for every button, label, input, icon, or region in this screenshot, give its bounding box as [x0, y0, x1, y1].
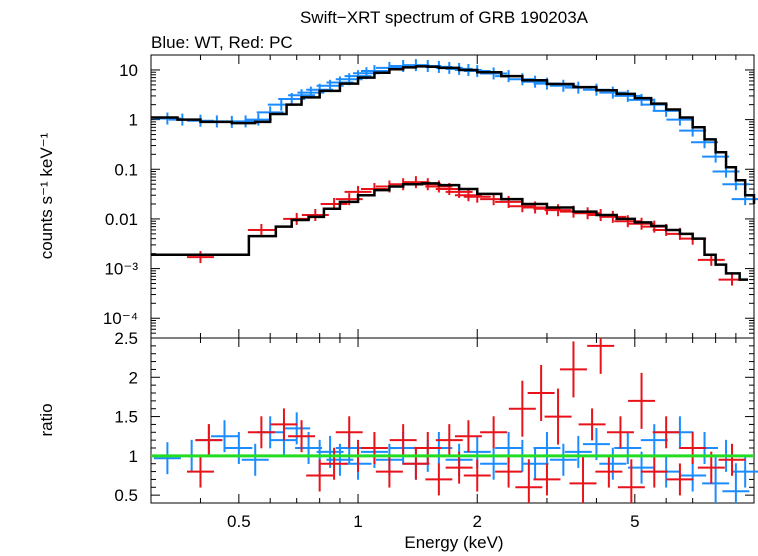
- data-point-pc: [414, 432, 442, 464]
- data-point-pc: [480, 416, 508, 449]
- chart-subtitle: Blue: WT, Red: PC: [151, 33, 293, 52]
- data-point-pc: [587, 338, 615, 374]
- data-point-pc: [389, 424, 417, 457]
- chart-title: Swift−XRT spectrum of GRB 190203A: [300, 8, 589, 27]
- data-point-wt: [599, 86, 627, 99]
- data-point-wt: [521, 75, 549, 88]
- data-point-wt: [640, 424, 668, 457]
- data-point-pc: [288, 420, 316, 453]
- data-point-wt: [521, 447, 549, 480]
- data-point-pc: [599, 210, 627, 223]
- data-point-pc: [515, 459, 543, 503]
- data-point-pc: [335, 416, 363, 449]
- model-line-pc-model: [151, 182, 749, 281]
- data-point-wt: [722, 463, 750, 503]
- x-tick-label: 5: [630, 512, 639, 531]
- data-point-wt: [533, 432, 561, 464]
- data-point-pc: [628, 372, 656, 429]
- spectrum-panel: 10 1 0.1 0.01 10⁻³ 10⁻⁴ counts s⁻¹ keV⁻¹: [37, 54, 758, 339]
- ratio-y-axis-label: ratio: [37, 403, 56, 436]
- ratio-panel-frame: [150, 337, 755, 504]
- x-tick-label: 2: [473, 512, 482, 531]
- data-point-wt: [614, 432, 642, 464]
- y-tick-label: 0.1: [114, 160, 138, 179]
- data-point-pc: [718, 443, 746, 476]
- data-point-pc: [375, 455, 403, 488]
- ratio-series: [151, 338, 758, 503]
- data-point-pc: [425, 463, 453, 496]
- data-point-pc: [652, 416, 680, 449]
- data-point-wt: [295, 432, 323, 464]
- y-tick-label: 10⁻³: [104, 260, 138, 279]
- data-point-pc: [679, 432, 707, 464]
- y-tick-label: 0.5: [114, 486, 138, 505]
- data-point-pc: [435, 424, 463, 457]
- ratio-panel: 0.5 1 2 5 0.5 1 1.5 2 2.5 ratio Energy (keV): [37, 329, 758, 552]
- data-point-pc: [495, 455, 523, 488]
- data-point-pc: [320, 447, 348, 480]
- data-point-pc: [402, 447, 430, 480]
- data-point-pc: [360, 432, 388, 464]
- data-point-wt: [225, 432, 253, 464]
- data-point-wt: [614, 89, 642, 102]
- data-point-pc: [544, 388, 572, 445]
- data-point-pc: [186, 251, 214, 264]
- y-tick-label: 1.5: [114, 408, 138, 427]
- data-point-pc: [559, 341, 587, 398]
- y-tick-label: 2: [129, 368, 138, 387]
- data-point-pc: [527, 365, 555, 421]
- data-point-pc: [247, 223, 275, 236]
- data-point-wt: [211, 420, 238, 453]
- data-point-pc: [544, 204, 572, 217]
- data-point-pc: [617, 459, 645, 503]
- spectrum-ticks: 10 1 0.1 0.01 10⁻³ 10⁻⁴: [103, 54, 755, 339]
- data-point-pc: [640, 455, 668, 488]
- ratio-ticks: 0.5 1 2 5 0.5 1 1.5 2 2.5: [114, 329, 755, 531]
- y-tick-label: 2.5: [114, 329, 138, 348]
- data-point-pc: [569, 455, 597, 503]
- x-tick-label: 0.5: [227, 512, 251, 531]
- data-point-pc: [247, 416, 275, 449]
- x-tick-label: 1: [353, 512, 362, 531]
- spectrum-panel-frame: [150, 54, 755, 339]
- data-point-pc: [306, 459, 334, 492]
- data-point-wt: [731, 455, 758, 488]
- y-tick-label: 10: [119, 61, 138, 80]
- data-point-pc: [195, 424, 223, 457]
- data-point-wt: [702, 455, 730, 503]
- spectrum-series: [151, 59, 758, 286]
- data-point-pc: [595, 455, 623, 488]
- data-point-pc: [463, 459, 491, 492]
- spectrum-y-axis-label: counts s⁻¹ keV⁻¹: [37, 132, 56, 259]
- data-point-pc: [578, 408, 606, 441]
- data-point-wt: [153, 442, 181, 475]
- y-tick-label: 0.01: [105, 210, 138, 229]
- data-point-pc: [454, 420, 482, 453]
- x-axis-label: Energy (keV): [404, 533, 503, 552]
- data-point-wt: [679, 459, 707, 492]
- data-point-pc: [533, 463, 561, 496]
- data-point-wt: [549, 443, 577, 476]
- data-point-pc: [606, 416, 634, 449]
- data-point-wt: [283, 412, 311, 445]
- data-point-pc: [508, 380, 536, 437]
- y-tick-label: 1: [129, 447, 138, 466]
- data-point-pc: [186, 455, 214, 488]
- data-point-wt: [244, 113, 272, 126]
- data-point-wt: [564, 435, 592, 468]
- data-point-pc: [666, 463, 694, 496]
- data-point-wt: [480, 447, 508, 480]
- data-point-wt: [599, 447, 627, 480]
- y-tick-label: 1: [129, 111, 138, 130]
- data-point-wt: [241, 443, 269, 476]
- y-tick-label: 10⁻⁴: [103, 309, 138, 328]
- model-line-wt-model: [151, 65, 756, 204]
- data-point-pc: [270, 408, 298, 441]
